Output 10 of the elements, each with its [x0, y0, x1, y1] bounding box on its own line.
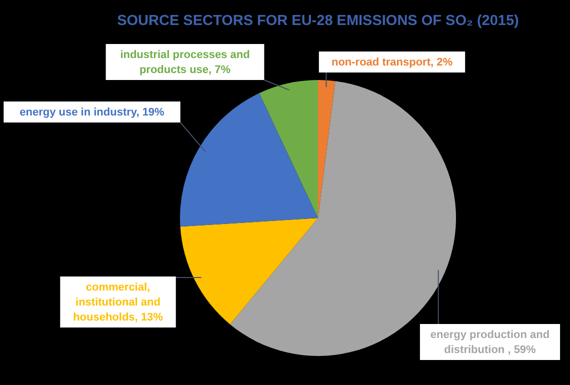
pie-slice [180, 93, 318, 227]
slice-label: industrial processes and products use, 7% [120, 49, 250, 76]
pie-slice [318, 80, 336, 218]
slice-label: non-road transport, 2% [331, 56, 453, 68]
pie-slice [180, 218, 318, 324]
chart-title: SOURCE SECTORS FOR EU-28 EMISSIONS OF SO₂ (2015) [117, 13, 520, 29]
slice-label: energy use in industry, 19% [20, 106, 165, 118]
slice-label: commercial, institutional and households, 13% [73, 282, 164, 324]
slice-label: energy production and distribution , 59% [430, 329, 550, 356]
pie-slice [259, 80, 318, 218]
